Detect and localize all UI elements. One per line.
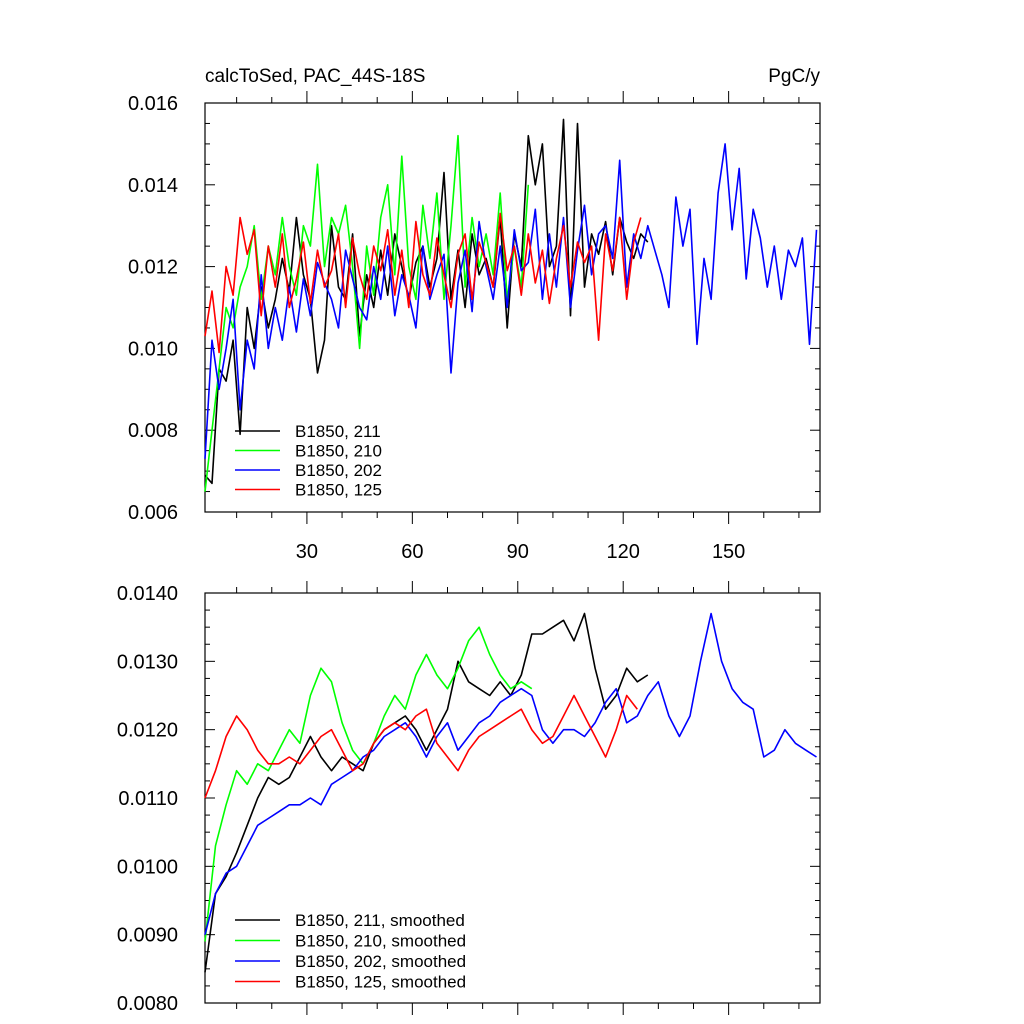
y-tick-label: 0.0140: [117, 583, 178, 605]
x-tick-label: 120: [607, 541, 640, 563]
chart-title: calcToSed, PAC_44S-18S: [205, 66, 425, 87]
x-tick-label: 60: [401, 541, 423, 563]
x-tick-label: 90: [507, 541, 529, 563]
y-tick-label: 0.0110: [118, 788, 178, 810]
series-line-b1850-202-smoothed: [204, 612, 817, 935]
legend-label: B1850, 211, smoothed: [295, 911, 465, 930]
series-line-b1850-202: [204, 143, 818, 459]
y-tick-label: 0.012: [128, 257, 178, 279]
legend-label: B1850, 125: [295, 481, 382, 500]
legend-label: B1850, 210, smoothed: [295, 932, 466, 951]
x-tick-label: 30: [296, 541, 318, 563]
y-tick-label: 0.0080: [117, 993, 178, 1015]
legend-label: B1850, 125, smoothed: [295, 973, 466, 992]
legend-label: B1850, 211: [295, 422, 381, 441]
legend-label: B1850, 210: [295, 442, 382, 461]
y-tick-label: 0.0130: [117, 651, 178, 673]
y-tick-label: 0.014: [128, 175, 178, 197]
legend-label: B1850, 202, smoothed: [295, 952, 466, 971]
x-tick-label: 150: [712, 541, 745, 563]
y-tick-label: 0.0090: [117, 925, 178, 947]
series-line-b1850-211-smoothed: [204, 612, 649, 973]
bottom-chart-panel: 0.0080 0.0090 0.0100 0.0110 0.0120 0.0130 0.01…: [117, 581, 821, 1015]
y-tick-label: 0.008: [128, 420, 178, 442]
y-tick-label: 0.006: [128, 502, 178, 524]
top-chart-panel: calcToSed, PAC_44S-18S PgC/y 0.006 0.008 0…: [128, 66, 821, 563]
series-line-b1850-210: [204, 134, 530, 492]
y-tick-label: 0.0120: [117, 720, 178, 742]
series-line-b1850-125-smoothed: [204, 694, 638, 799]
series-line-b1850-125: [204, 212, 642, 354]
chart-units: PgC/y: [768, 66, 820, 87]
y-tick-label: 0.016: [128, 93, 178, 115]
y-tick-label: 0.010: [128, 338, 178, 360]
y-tick-label: 0.0100: [117, 856, 178, 878]
legend-label: B1850, 202: [295, 461, 382, 480]
